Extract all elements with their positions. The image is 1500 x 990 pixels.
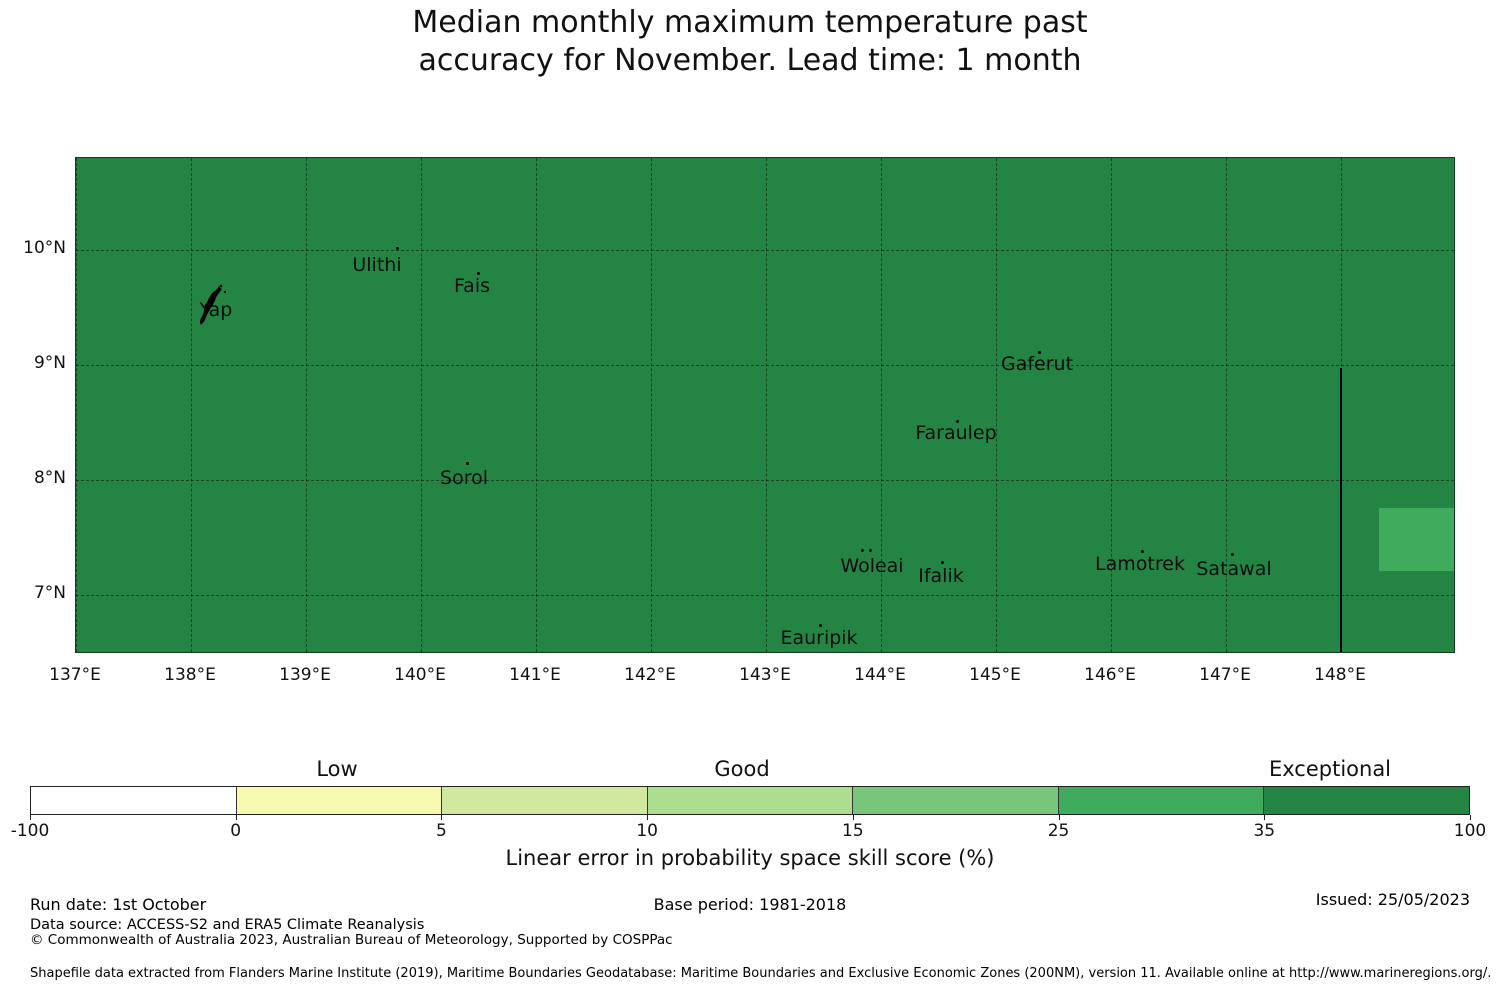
y-gridline <box>76 365 1454 366</box>
colorbar-tick-mark <box>235 815 237 820</box>
island-marker-dot <box>860 548 864 552</box>
x-tick-label: 139°E <box>279 665 331 685</box>
x-gridline <box>651 158 652 652</box>
figure-title: Median monthly maximum temperature past … <box>0 4 1500 80</box>
island-label: Gaferut <box>1000 353 1074 375</box>
colorbar-tick-mark <box>1264 815 1266 820</box>
x-tick-label: 142°E <box>624 665 676 685</box>
yap-island-outline <box>199 284 227 325</box>
title-line-1: Median monthly maximum temperature past <box>412 5 1088 40</box>
island-marker-dot <box>940 560 944 564</box>
colorbar-category-label: Exceptional <box>1268 757 1392 781</box>
island-marker-dot <box>818 623 822 627</box>
colorbar-segment <box>236 787 443 814</box>
title-line-2: accuracy for November. Lead time: 1 mont… <box>418 43 1082 78</box>
x-gridline <box>191 158 192 652</box>
colorbar <box>30 786 1470 815</box>
island-label: Woleai <box>840 555 904 577</box>
x-tick-label: 146°E <box>1084 665 1136 685</box>
colorbar-tick-mark <box>852 815 854 820</box>
island-label: Yap <box>199 299 233 321</box>
colorbar-tick-mark <box>441 815 443 820</box>
x-gridline <box>76 158 77 652</box>
run-date-text: Run date: 1st October <box>30 895 207 914</box>
colorbar-tick-label: 35 <box>1253 821 1276 841</box>
colorbar-tick-label: 5 <box>436 821 447 841</box>
y-gridline <box>76 480 1454 481</box>
island-marker-dot <box>868 548 872 552</box>
island-label: Satawal <box>1196 558 1272 580</box>
y-tick-label: 7°N <box>33 583 66 603</box>
shapefile-attribution-text: Shapefile data extracted from Flanders M… <box>30 966 1492 981</box>
x-tick-label: 143°E <box>739 665 791 685</box>
y-gridline <box>76 595 1454 596</box>
x-tick-label: 141°E <box>509 665 561 685</box>
island-marker-dot <box>465 461 469 465</box>
x-tick-label: 138°E <box>164 665 216 685</box>
x-gridline <box>536 158 537 652</box>
data-source-text: Data source: ACCESS-S2 and ERA5 Climate … <box>30 917 425 933</box>
x-gridline <box>766 158 767 652</box>
colorbar-tick-label: -100 <box>10 821 50 841</box>
x-tick-label: 147°E <box>1199 665 1251 685</box>
island-marker-dot <box>395 246 399 250</box>
x-tick-label: 137°E <box>49 665 101 685</box>
colorbar-segment <box>853 787 1059 814</box>
colorbar-segment <box>647 787 854 814</box>
colorbar-tick-label: 100 <box>1453 821 1487 841</box>
island-label: Fais <box>453 275 491 297</box>
colorbar-tick-label: 10 <box>636 821 658 841</box>
eez-boundary-line <box>1340 368 1342 652</box>
x-gridline <box>1111 158 1112 652</box>
lower-skill-cell <box>1379 508 1454 571</box>
island-label: Faraulep <box>915 422 997 444</box>
island-label: Ifalik <box>918 565 964 587</box>
y-gridline <box>76 250 1454 251</box>
island-marker-dot <box>1230 552 1234 556</box>
colorbar-tick-label: 0 <box>230 821 242 841</box>
colorbar-tick-mark <box>1058 815 1060 820</box>
x-tick-label: 148°E <box>1314 665 1366 685</box>
island-label: Lamotrek <box>1095 553 1185 575</box>
colorbar-tick-label: 15 <box>842 821 864 841</box>
island-marker-dot <box>1037 350 1041 354</box>
x-gridline <box>996 158 997 652</box>
colorbar-tick-label: 25 <box>1047 821 1070 841</box>
colorbar-category-label: Low <box>316 757 358 781</box>
island-marker-dot <box>1140 549 1144 553</box>
colorbar-tick-mark <box>647 815 649 820</box>
x-tick-label: 140°E <box>394 665 446 685</box>
colorbar-segment <box>31 787 237 814</box>
map-area: Yap Ulithi Fais Sorol Gaferut Faraulep Woleai I… <box>75 157 1455 653</box>
y-tick-label: 8°N <box>33 468 66 488</box>
island-label: Sorol <box>440 467 488 489</box>
base-period-text: Base period: 1981-2018 <box>653 895 847 914</box>
island-label: Ulithi <box>352 254 402 276</box>
x-gridline <box>306 158 307 652</box>
colorbar-segment <box>1264 787 1470 814</box>
island-marker-dot <box>955 419 959 423</box>
colorbar-segment <box>1058 787 1265 814</box>
colorbar-segment <box>442 787 648 814</box>
x-gridline <box>1226 158 1227 652</box>
issued-date-text: Issued: 25/05/2023 <box>1315 890 1470 909</box>
x-tick-label: 145°E <box>969 665 1021 685</box>
island-label: Eauripik <box>780 627 858 649</box>
x-gridline <box>421 158 422 652</box>
colorbar-tick-mark <box>30 815 31 820</box>
copyright-text: © Commonwealth of Australia 2023, Austra… <box>30 932 673 948</box>
colorbar-axis-label: Linear error in probability space skill … <box>505 846 995 870</box>
x-gridline <box>881 158 882 652</box>
x-tick-label: 144°E <box>854 665 906 685</box>
y-tick-label: 9°N <box>33 353 66 373</box>
colorbar-tick-mark <box>1470 815 1471 820</box>
colorbar-category-label: Good <box>714 757 770 781</box>
island-marker-dot <box>476 271 480 275</box>
y-tick-label: 10°N <box>23 238 66 258</box>
